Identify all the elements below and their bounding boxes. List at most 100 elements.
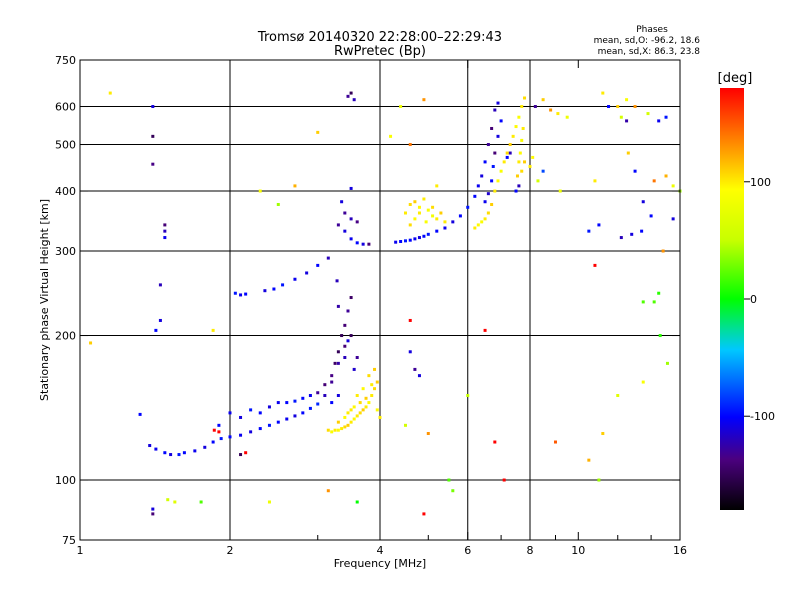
data-point (413, 367, 417, 371)
data-point (486, 211, 490, 215)
data-point (343, 355, 347, 359)
data-point (249, 430, 253, 434)
data-point (249, 408, 253, 412)
colorbar-ticks: 100 0 -100 (744, 176, 775, 423)
data-point (349, 296, 353, 300)
data-point (370, 394, 374, 398)
data-point (408, 238, 412, 242)
data-point (490, 126, 494, 130)
data-point (239, 433, 243, 437)
x-tick-label: 1 (77, 544, 84, 557)
data-point (349, 91, 353, 95)
data-point (336, 350, 340, 354)
data-point (367, 401, 371, 405)
data-point (355, 394, 359, 398)
chart-title: Tromsø 20140320 22:28:00–22:29:43 (257, 30, 502, 45)
data-point (508, 151, 512, 155)
legend-line-o: mean, sd,O: -96.2, 18.6 (594, 36, 701, 46)
data-point (587, 229, 591, 233)
data-point (211, 328, 215, 332)
data-point (333, 428, 337, 432)
data-point (263, 289, 267, 293)
data-point (333, 361, 337, 365)
data-point (244, 451, 248, 455)
data-point (399, 105, 403, 109)
data-point (267, 405, 271, 409)
data-point (276, 202, 280, 206)
data-point (558, 189, 562, 193)
data-point (517, 160, 521, 164)
data-point (151, 162, 155, 166)
data-point (335, 279, 339, 283)
x-tick-label: 8 (527, 544, 534, 557)
data-point (517, 115, 521, 119)
data-point (671, 184, 675, 188)
data-point (422, 98, 426, 102)
data-point (169, 453, 173, 457)
data-point (330, 401, 334, 405)
data-point (625, 98, 629, 102)
data-point (346, 309, 350, 313)
data-point (505, 155, 509, 159)
data-point (587, 458, 591, 462)
data-point (483, 200, 487, 204)
data-point (665, 361, 669, 365)
data-point (523, 160, 527, 164)
data-point (505, 151, 509, 155)
data-point (276, 401, 280, 405)
data-point (182, 451, 186, 455)
data-point (486, 192, 490, 196)
data-point (336, 361, 340, 365)
colorbar-tick-label: 0 (750, 293, 757, 306)
data-point (239, 293, 243, 297)
data-point (89, 341, 93, 345)
data-point (163, 223, 167, 227)
data-point (361, 242, 365, 246)
data-point (517, 184, 521, 188)
data-point (625, 119, 629, 123)
y-tick-label: 750 (55, 54, 76, 67)
data-point (531, 155, 535, 159)
data-point (108, 91, 112, 95)
data-point (301, 411, 305, 415)
data-point (443, 220, 447, 224)
data-point (403, 239, 407, 243)
data-point (358, 411, 362, 415)
data-point (597, 223, 601, 227)
data-point (657, 291, 661, 295)
data-point (272, 287, 276, 291)
data-point (276, 420, 280, 424)
data-point (358, 401, 362, 405)
data-point (346, 339, 350, 343)
data-point (258, 189, 262, 193)
data-point (267, 500, 271, 504)
data-point (502, 478, 506, 482)
data-point (293, 414, 297, 418)
data-point (601, 91, 605, 95)
data-point (340, 427, 344, 431)
y-tick-label: 75 (62, 534, 76, 547)
data-point (403, 211, 407, 215)
data-point (476, 184, 480, 188)
data-point (163, 451, 167, 455)
data-point (316, 263, 320, 267)
data-point (607, 105, 611, 109)
data-point (435, 184, 439, 188)
data-point (476, 223, 480, 227)
data-point (641, 200, 645, 204)
data-point (458, 214, 462, 218)
data-point (490, 179, 494, 183)
data-point (343, 211, 347, 215)
data-point (518, 151, 522, 155)
data-point (521, 126, 525, 130)
data-point (496, 179, 500, 183)
x-tick-label: 10 (571, 544, 585, 557)
data-point (435, 229, 439, 233)
x-tick-label: 4 (377, 544, 384, 557)
x-axis-label: Frequency [MHz] (334, 557, 426, 570)
data-point (193, 449, 197, 453)
data-point (664, 174, 668, 178)
data-point (451, 489, 455, 493)
data-point (308, 394, 312, 398)
